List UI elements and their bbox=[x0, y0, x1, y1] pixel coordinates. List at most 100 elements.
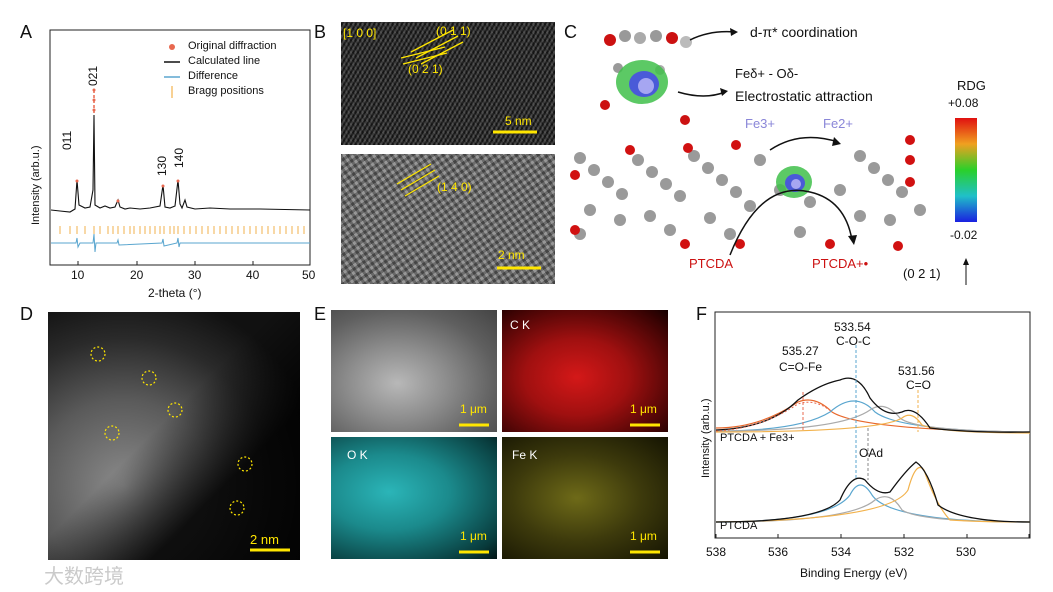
watermark: 大数跨境 bbox=[44, 564, 124, 588]
hrtem-plane-011: (0 1 1) bbox=[436, 24, 471, 38]
xps-peak3-name: C=O bbox=[906, 378, 932, 392]
panel-label-f: F bbox=[696, 304, 707, 324]
single-atom-circle bbox=[237, 456, 253, 472]
haadf-overlay bbox=[90, 346, 290, 552]
eds-scale-bars bbox=[459, 423, 660, 554]
arrow-fe-reduction bbox=[769, 136, 839, 151]
haadf-scale-label: 2 nm bbox=[250, 532, 279, 547]
xps-bottom-peak-coc bbox=[715, 484, 1031, 523]
xrd-bragg-ticks bbox=[59, 226, 305, 234]
label-ptcda-plus: PTCDA+• bbox=[812, 256, 869, 271]
xps-peak2-name: C-O-C bbox=[836, 334, 871, 348]
xps-chart bbox=[714, 311, 1031, 539]
single-atom-circle bbox=[229, 500, 245, 516]
eds-oxygen-scale: 1 μm bbox=[460, 529, 487, 543]
rdg-min: -0.02 bbox=[950, 228, 978, 242]
xrd-legend-calculated: Calculated line bbox=[188, 55, 261, 67]
hrtem-plane-021: (0 2 1) bbox=[408, 62, 443, 76]
eds-oxygen-label: O K bbox=[347, 448, 368, 462]
xrd-ytitle: Intensity (arb.u.) bbox=[30, 145, 42, 225]
xps-peak1-name: C=O-Fe bbox=[779, 360, 823, 374]
xrd-xtick-30: 30 bbox=[188, 268, 202, 282]
legend-original-symbol bbox=[169, 44, 175, 50]
hrtem-scale-5nm: 5 nm bbox=[505, 114, 532, 128]
hrtem-scale-2nm: 2 nm bbox=[498, 248, 525, 262]
xps-frame bbox=[714, 311, 1031, 539]
hrtem-zone-axis: [1 0 0] bbox=[343, 26, 377, 40]
sem-scale-label: 1 μm bbox=[460, 402, 487, 416]
xps-bottom-envelope bbox=[715, 461, 1031, 523]
xrd-legend-difference: Difference bbox=[188, 70, 238, 82]
text-electrostatic-attraction: Electrostatic attraction bbox=[735, 88, 873, 104]
panel-label-c: C bbox=[564, 22, 577, 42]
ptcda-slab bbox=[570, 135, 926, 251]
rdg-colorbar bbox=[955, 118, 977, 222]
xrd-xtick-10: 10 bbox=[71, 268, 85, 282]
arrow-coordination bbox=[689, 30, 736, 41]
xrd-xtick-50: 50 bbox=[302, 268, 316, 282]
arrow-electrostatic bbox=[677, 91, 726, 97]
eds-map-carbon bbox=[502, 310, 668, 432]
arrow-ptcda-oxidation bbox=[729, 189, 853, 256]
label-ptcda: PTCDA bbox=[689, 256, 734, 271]
xps-peak3-value: 531.56 bbox=[898, 364, 935, 378]
xrd-xtitle: 2-theta (°) bbox=[148, 286, 202, 300]
hrtem-bottom-overlay bbox=[396, 163, 541, 270]
xps-peak2-value: 533.54 bbox=[834, 320, 871, 334]
xps-top-envelope bbox=[715, 377, 1031, 433]
eds-carbon-scale: 1 μm bbox=[630, 402, 657, 416]
xps-xtick-538: 538 bbox=[706, 545, 727, 559]
peak-label-021: 021 bbox=[86, 65, 100, 86]
eds-iron-scale: 1 μm bbox=[630, 529, 657, 543]
xrd-legend-bragg: Bragg positions bbox=[188, 85, 264, 97]
xrd-original-points bbox=[75, 88, 180, 203]
label-plane-021: (0 2 1) bbox=[903, 266, 941, 281]
eds-map-iron bbox=[502, 437, 668, 559]
xrd-chart bbox=[49, 29, 311, 266]
hrtem-image-top bbox=[341, 22, 555, 145]
dft-model bbox=[570, 28, 969, 285]
label-fe2: Fe2+ bbox=[823, 116, 853, 131]
rdg-title: RDG bbox=[957, 78, 986, 93]
rdg-max: +0.08 bbox=[948, 96, 979, 110]
xps-xtick-532: 532 bbox=[894, 545, 915, 559]
hrtem-top-overlay bbox=[400, 29, 537, 134]
eds-carbon-label: C K bbox=[510, 318, 531, 332]
xps-xtick-530: 530 bbox=[956, 545, 977, 559]
haadf-stem-image bbox=[48, 312, 300, 560]
xps-top-peak-aux bbox=[715, 405, 1031, 433]
peak-label-011: 011 bbox=[60, 130, 74, 150]
panel-label-e: E bbox=[314, 304, 327, 324]
sem-image bbox=[331, 310, 497, 432]
xps-ytitle: Intensity (arb.u.) bbox=[700, 398, 712, 478]
xrd-legend-original: Original diffraction bbox=[188, 40, 277, 52]
xrd-frame bbox=[49, 29, 311, 266]
panel-label-d: D bbox=[20, 304, 33, 324]
panel-label-b: B bbox=[314, 22, 327, 42]
panel-label-a: A bbox=[20, 22, 33, 42]
single-atom-circle bbox=[104, 425, 120, 441]
xps-sample-top: PTCDA + Fe3+ bbox=[720, 432, 795, 444]
eds-iron-label: Fe K bbox=[512, 448, 538, 462]
xps-top-peak-cofe bbox=[715, 399, 1031, 433]
xps-bottom-peak-aux bbox=[715, 496, 1031, 523]
xps-top-peak-coc bbox=[715, 400, 1031, 433]
peak-label-140: 140 bbox=[172, 147, 186, 168]
xrd-xtick-40: 40 bbox=[246, 268, 260, 282]
single-atom-circle bbox=[167, 402, 183, 418]
xrd-xtick-20: 20 bbox=[130, 268, 144, 282]
xrd-calculated-line bbox=[50, 114, 311, 213]
xps-bottom-peak-co bbox=[715, 466, 1031, 523]
xps-oad-label: OAd bbox=[859, 446, 884, 460]
xps-xtick-534: 534 bbox=[831, 545, 852, 559]
eds-map-oxygen bbox=[331, 437, 497, 559]
xrd-difference-line bbox=[51, 233, 310, 253]
xps-sample-bottom: PTCDA bbox=[720, 520, 758, 532]
hrtem-plane-140: (1 4 0) bbox=[437, 180, 472, 194]
xps-xtick-536: 536 bbox=[768, 545, 789, 559]
xps-peak1-value: 535.27 bbox=[782, 344, 819, 358]
label-fe3: Fe3+ bbox=[745, 116, 775, 131]
text-electrostatic-formula: Feδ+ - Oδ- bbox=[735, 66, 799, 81]
hrtem-image-bottom bbox=[341, 154, 555, 284]
adsorbed-molecule bbox=[600, 30, 692, 125]
